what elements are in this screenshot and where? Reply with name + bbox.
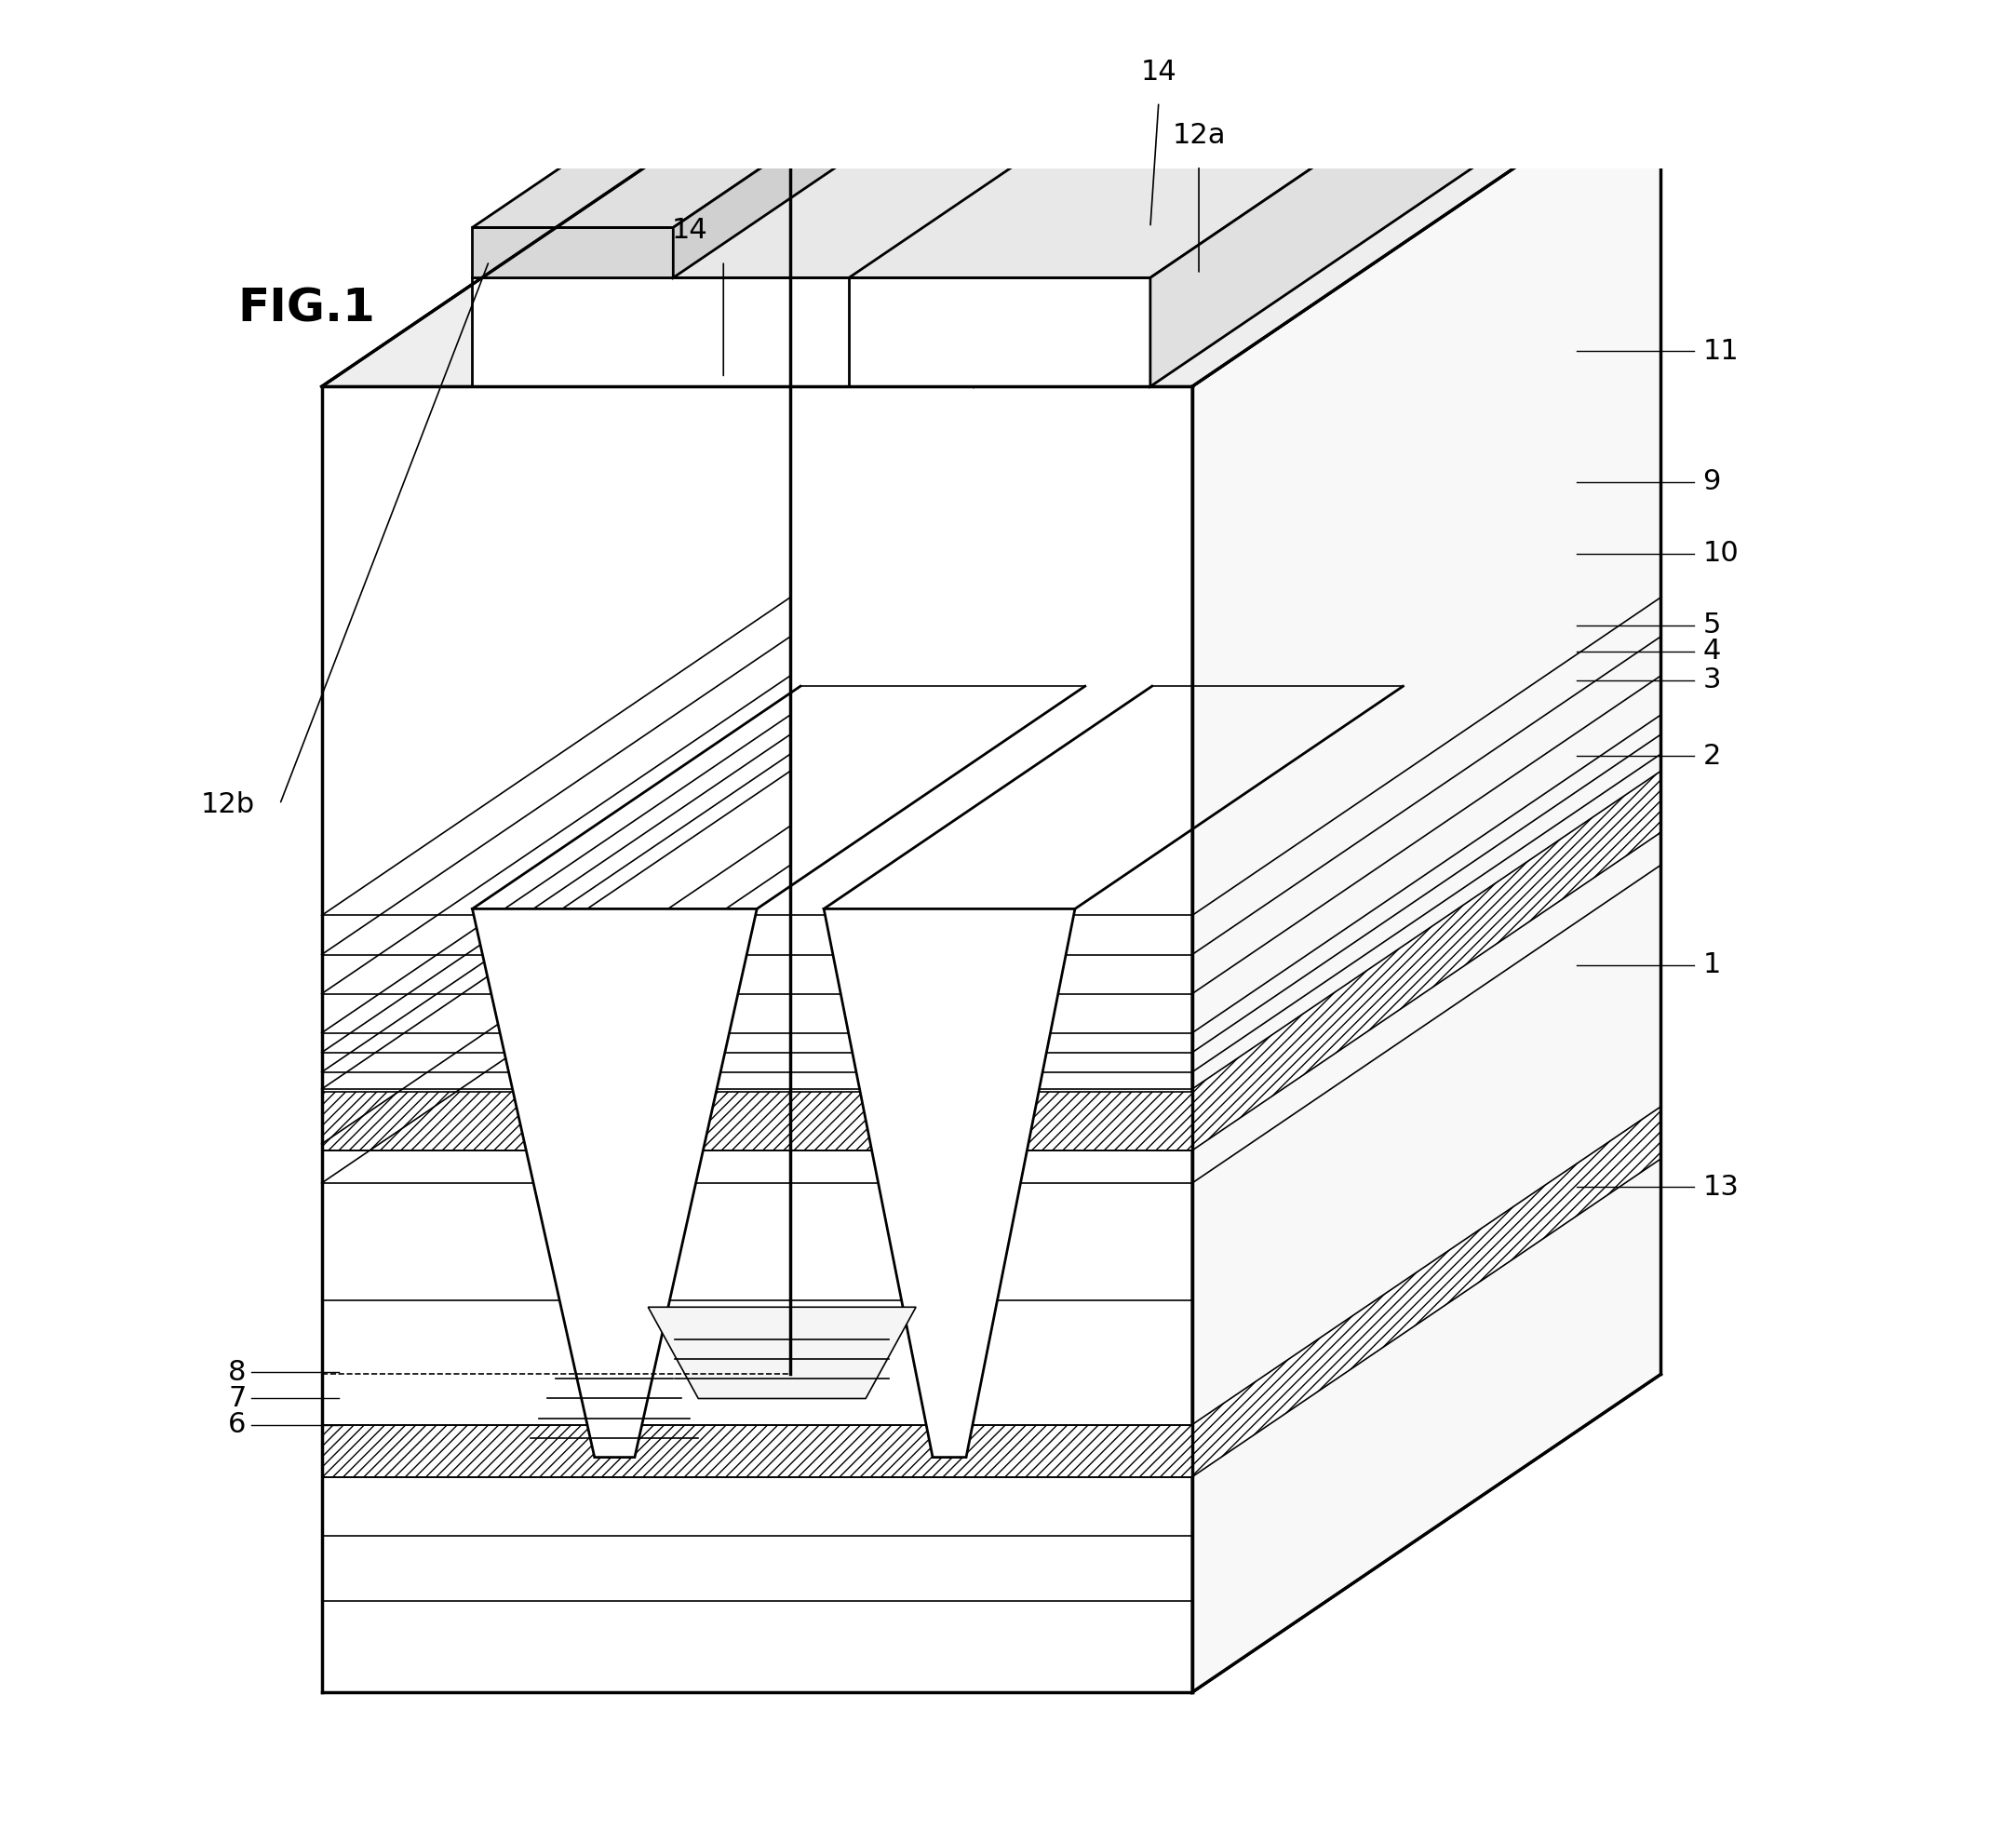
Polygon shape — [849, 7, 1548, 278]
Text: 9: 9 — [1704, 468, 1722, 496]
Polygon shape — [974, 0, 1443, 387]
Text: 14: 14 — [1141, 59, 1177, 85]
Text: 13: 13 — [1704, 1174, 1740, 1200]
Text: 1: 1 — [1704, 951, 1722, 979]
Polygon shape — [1151, 7, 1548, 387]
Polygon shape — [825, 909, 1075, 1458]
Polygon shape — [1191, 1106, 1661, 1476]
Polygon shape — [323, 1091, 1191, 1150]
Text: 11: 11 — [1704, 337, 1738, 365]
Text: 12a: 12a — [1171, 122, 1226, 149]
Text: 14: 14 — [671, 217, 708, 245]
Polygon shape — [323, 1375, 1661, 1692]
Polygon shape — [323, 1425, 1191, 1476]
Text: FIG.1: FIG.1 — [238, 286, 375, 330]
Polygon shape — [673, 100, 861, 278]
Text: 2: 2 — [1704, 743, 1722, 770]
Polygon shape — [323, 68, 1661, 387]
Polygon shape — [1191, 770, 1661, 1150]
Text: 10: 10 — [1704, 540, 1738, 568]
Polygon shape — [1191, 68, 1661, 1692]
Polygon shape — [849, 278, 1151, 387]
Polygon shape — [472, 909, 756, 1458]
Polygon shape — [1060, 0, 1401, 68]
Polygon shape — [1260, 0, 1401, 135]
Text: 8: 8 — [228, 1358, 246, 1386]
Polygon shape — [472, 227, 673, 278]
Text: 12b: 12b — [202, 791, 254, 818]
Polygon shape — [647, 1307, 915, 1399]
Polygon shape — [1060, 68, 1260, 135]
Text: 7: 7 — [228, 1386, 246, 1412]
Polygon shape — [472, 278, 974, 387]
Polygon shape — [472, 100, 861, 227]
Text: 5: 5 — [1704, 612, 1722, 640]
Text: 4: 4 — [1704, 638, 1722, 665]
Text: 3: 3 — [1704, 667, 1722, 693]
Polygon shape — [472, 0, 1443, 278]
Text: 6: 6 — [228, 1412, 246, 1438]
Polygon shape — [323, 387, 1191, 1692]
